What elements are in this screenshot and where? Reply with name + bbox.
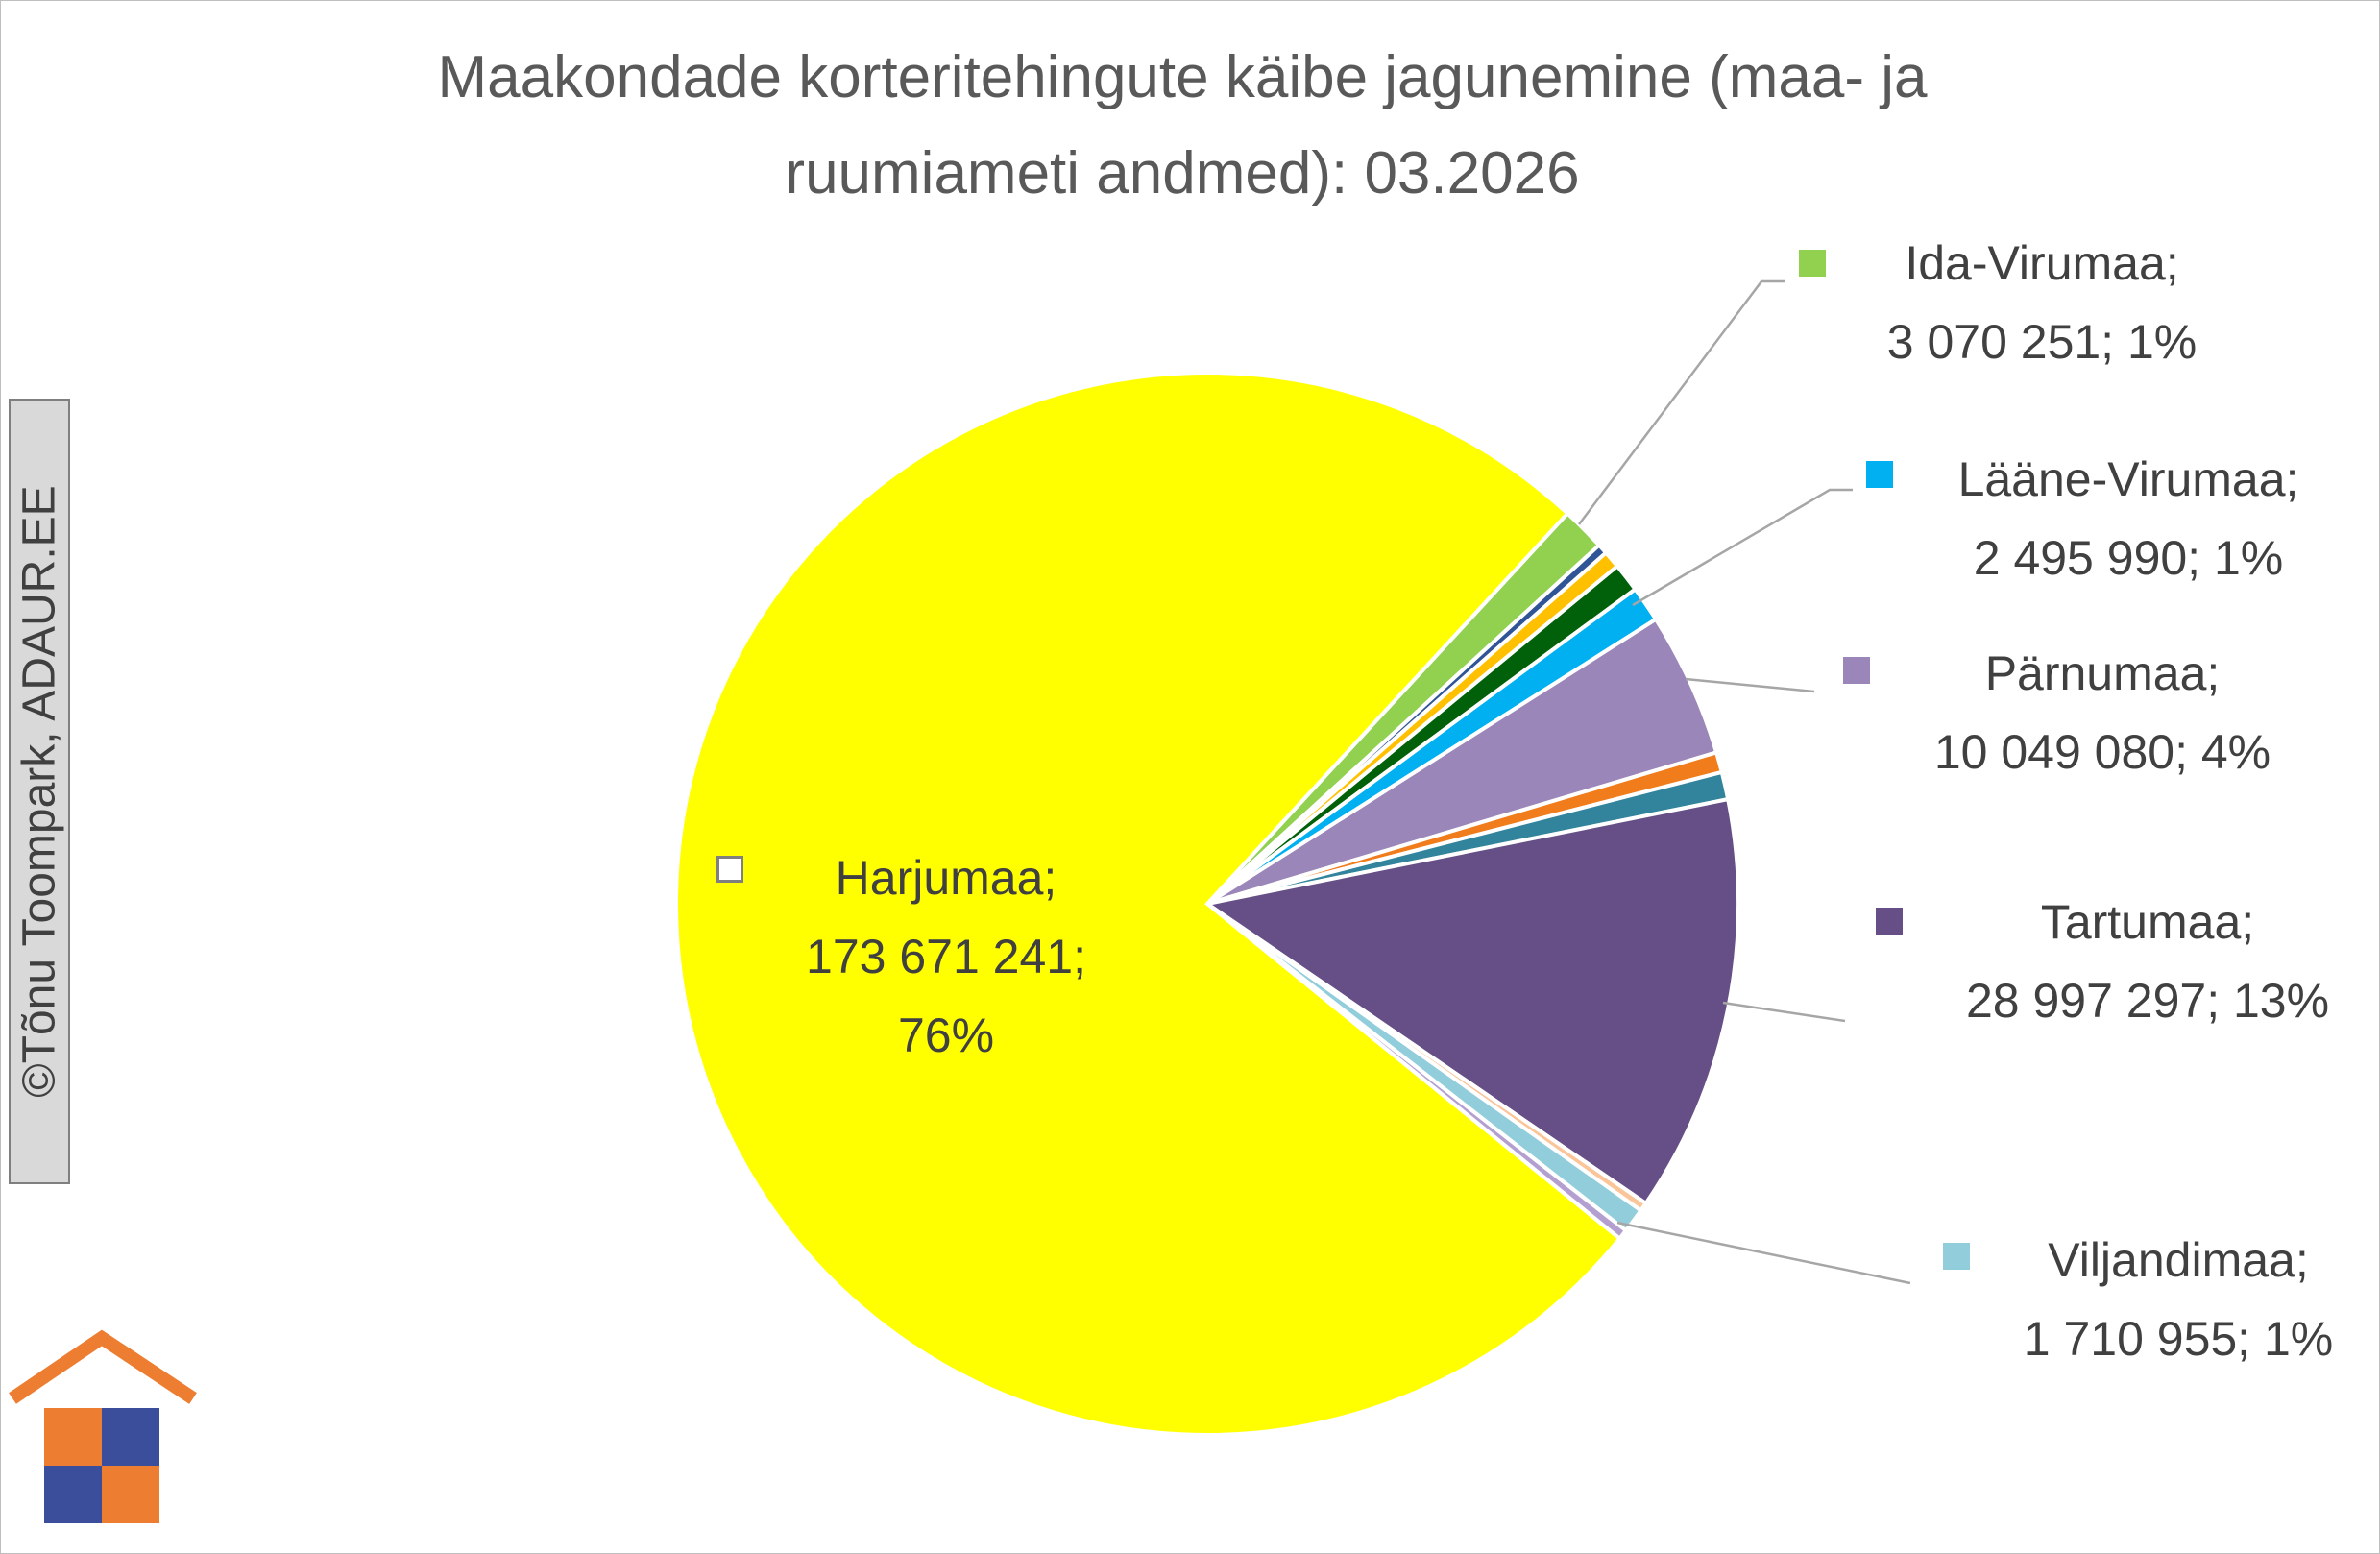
- leader-line: [1632, 488, 1853, 607]
- logo-roof: [9, 1329, 197, 1404]
- leader-line: [1616, 1221, 1911, 1285]
- legend-marker: [1866, 461, 1893, 488]
- legend-marker: [716, 856, 743, 883]
- watermark: ©Tõnu Toompark, ADAUR.EE: [9, 399, 70, 1184]
- pie-slice: [674, 371, 1623, 1437]
- data-label: Lääne-Virumaa; 2 495 990; 1%: [1958, 440, 2299, 597]
- leader-lines: [1578, 279, 1911, 1285]
- label-name: Lääne-Virumaa;: [1957, 452, 2299, 506]
- leader-line: [1722, 1001, 1846, 1023]
- data-label: Viljandimaa; 1 710 955; 1%: [2024, 1221, 2334, 1378]
- logo-piece: [102, 1408, 159, 1466]
- label-name: Pärnumaa;: [1984, 646, 2221, 700]
- legend-marker: [1799, 250, 1826, 277]
- logo-piece: [102, 1466, 159, 1523]
- legend-marker: [1876, 908, 1903, 935]
- data-label: Pärnumaa; 10 049 080; 4%: [1934, 634, 2271, 791]
- data-label: Harjumaa; 173 671 241; 76%: [773, 838, 1119, 1075]
- data-label: Ida-Virumaa; 3 070 251; 1%: [1887, 224, 2198, 381]
- legend-marker: [1843, 657, 1870, 684]
- logo-piece: [44, 1466, 102, 1523]
- data-label: Tartumaa; 28 997 297; 13%: [1966, 883, 2329, 1040]
- leader-line: [1578, 279, 1785, 525]
- label-name: Harjumaa;: [835, 851, 1057, 905]
- label-name: Ida-Virumaa;: [1905, 236, 2179, 290]
- label-name: Viljandimaa;: [2048, 1233, 2309, 1287]
- label-value: 1 710 955; 1%: [2023, 1312, 2334, 1366]
- logo-piece: [44, 1408, 102, 1466]
- label-value: 173 671 241; 76%: [806, 930, 1086, 1062]
- label-name: Tartumaa;: [2040, 895, 2255, 949]
- pie-slice: [1202, 796, 1740, 1206]
- legend-marker: [1943, 1243, 1970, 1270]
- label-value: 3 070 251; 1%: [1886, 315, 2198, 369]
- label-value: 28 997 297; 13%: [1965, 974, 2330, 1028]
- chart-title: Maakondade korteritehingute käibe jagune…: [437, 44, 1928, 206]
- leader-line: [1685, 677, 1815, 693]
- logo: [9, 1329, 197, 1523]
- label-value: 10 049 080; 4%: [1933, 725, 2271, 779]
- slices: [674, 371, 1740, 1437]
- watermark-text: ©Tõnu Toompark, ADAUR.EE: [13, 485, 65, 1098]
- label-value: 2 495 990; 1%: [1973, 531, 2284, 585]
